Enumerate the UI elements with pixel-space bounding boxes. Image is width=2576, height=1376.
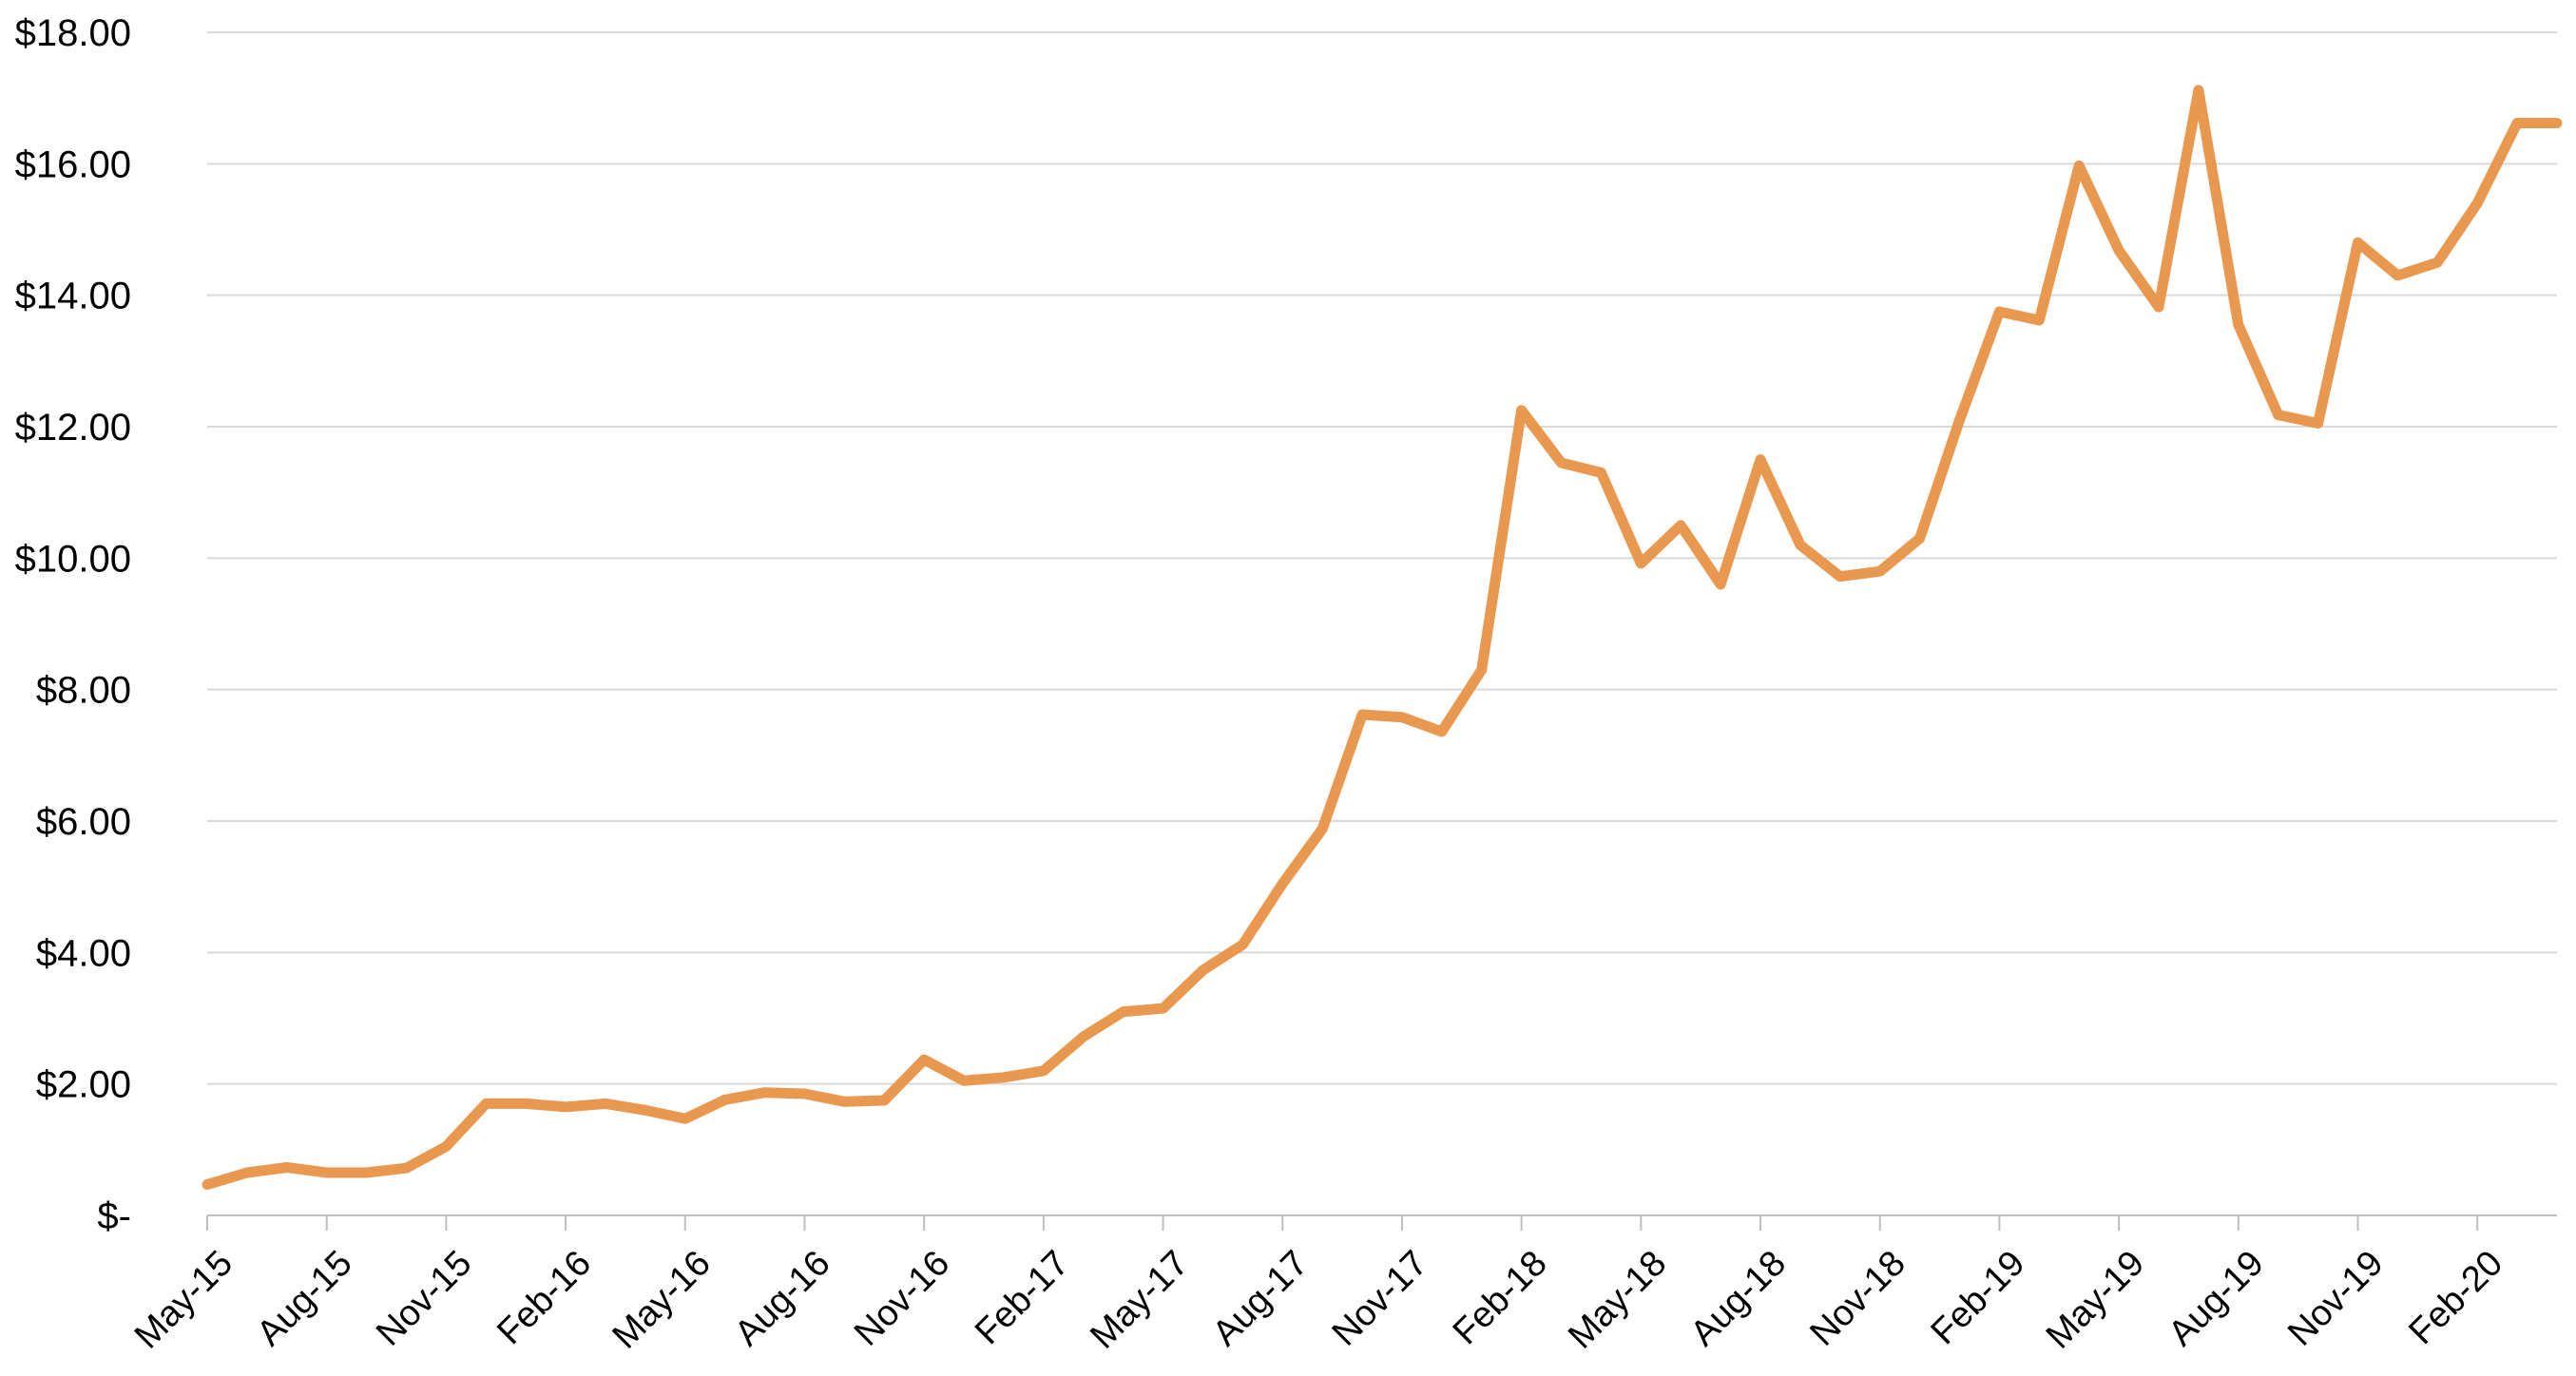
- x-tick-label: Feb-18: [1446, 1243, 1555, 1352]
- x-axis: [206, 1214, 2557, 1231]
- x-tick-label: May-18: [1561, 1243, 1674, 1356]
- y-tick-label: $8.00: [36, 670, 131, 712]
- series-line: [202, 85, 2563, 1190]
- x-tick-label: Nov-18: [1802, 1243, 1913, 1353]
- x-tick-label: Feb-17: [968, 1243, 1077, 1352]
- y-tick-label: $6.00: [36, 801, 131, 843]
- x-tick-label: Feb-16: [490, 1243, 599, 1352]
- x-tick-label: Aug-19: [2161, 1243, 2271, 1353]
- x-tick-label: Nov-19: [2280, 1243, 2391, 1353]
- gridlines: [207, 31, 2557, 1085]
- series-layer: [202, 85, 2563, 1190]
- x-tick-label: Feb-19: [1924, 1243, 2033, 1352]
- y-axis-tick-labels: $- $2.00 $4.00 $6.00 $8.00 $10.00 $12.00 $14.00…: [15, 12, 131, 1237]
- x-tick-label: Nov-17: [1325, 1243, 1435, 1353]
- x-tick-label: Nov-15: [369, 1243, 479, 1353]
- x-tick-label: Aug-15: [249, 1243, 359, 1353]
- y-tick-label: $16.00: [15, 143, 131, 185]
- x-tick-label: May-19: [2039, 1243, 2152, 1356]
- y-tick-label: $14.00: [15, 276, 131, 317]
- y-tick-label: $10.00: [15, 538, 131, 580]
- x-tick-label: May-15: [127, 1243, 240, 1356]
- y-tick-label: $12.00: [15, 407, 131, 449]
- x-tick-label: Aug-17: [1205, 1243, 1316, 1353]
- y-tick-label: $18.00: [15, 12, 131, 54]
- x-tick-label: Feb-20: [2401, 1243, 2510, 1352]
- y-tick-label: $-: [97, 1195, 131, 1237]
- x-axis-tick-labels: May-15 Aug-15 Nov-15 Feb-16 May-16 Aug-16 Nov-…: [127, 1243, 2511, 1356]
- y-tick-label: $4.00: [36, 932, 131, 974]
- x-tick-label: Nov-16: [847, 1243, 957, 1353]
- x-tick-label: Aug-18: [1683, 1243, 1794, 1353]
- x-tick-label: May-16: [606, 1243, 719, 1356]
- y-tick-label: $2.00: [36, 1064, 131, 1106]
- x-tick-label: May-17: [1083, 1243, 1196, 1356]
- x-tick-label: Aug-16: [727, 1243, 837, 1353]
